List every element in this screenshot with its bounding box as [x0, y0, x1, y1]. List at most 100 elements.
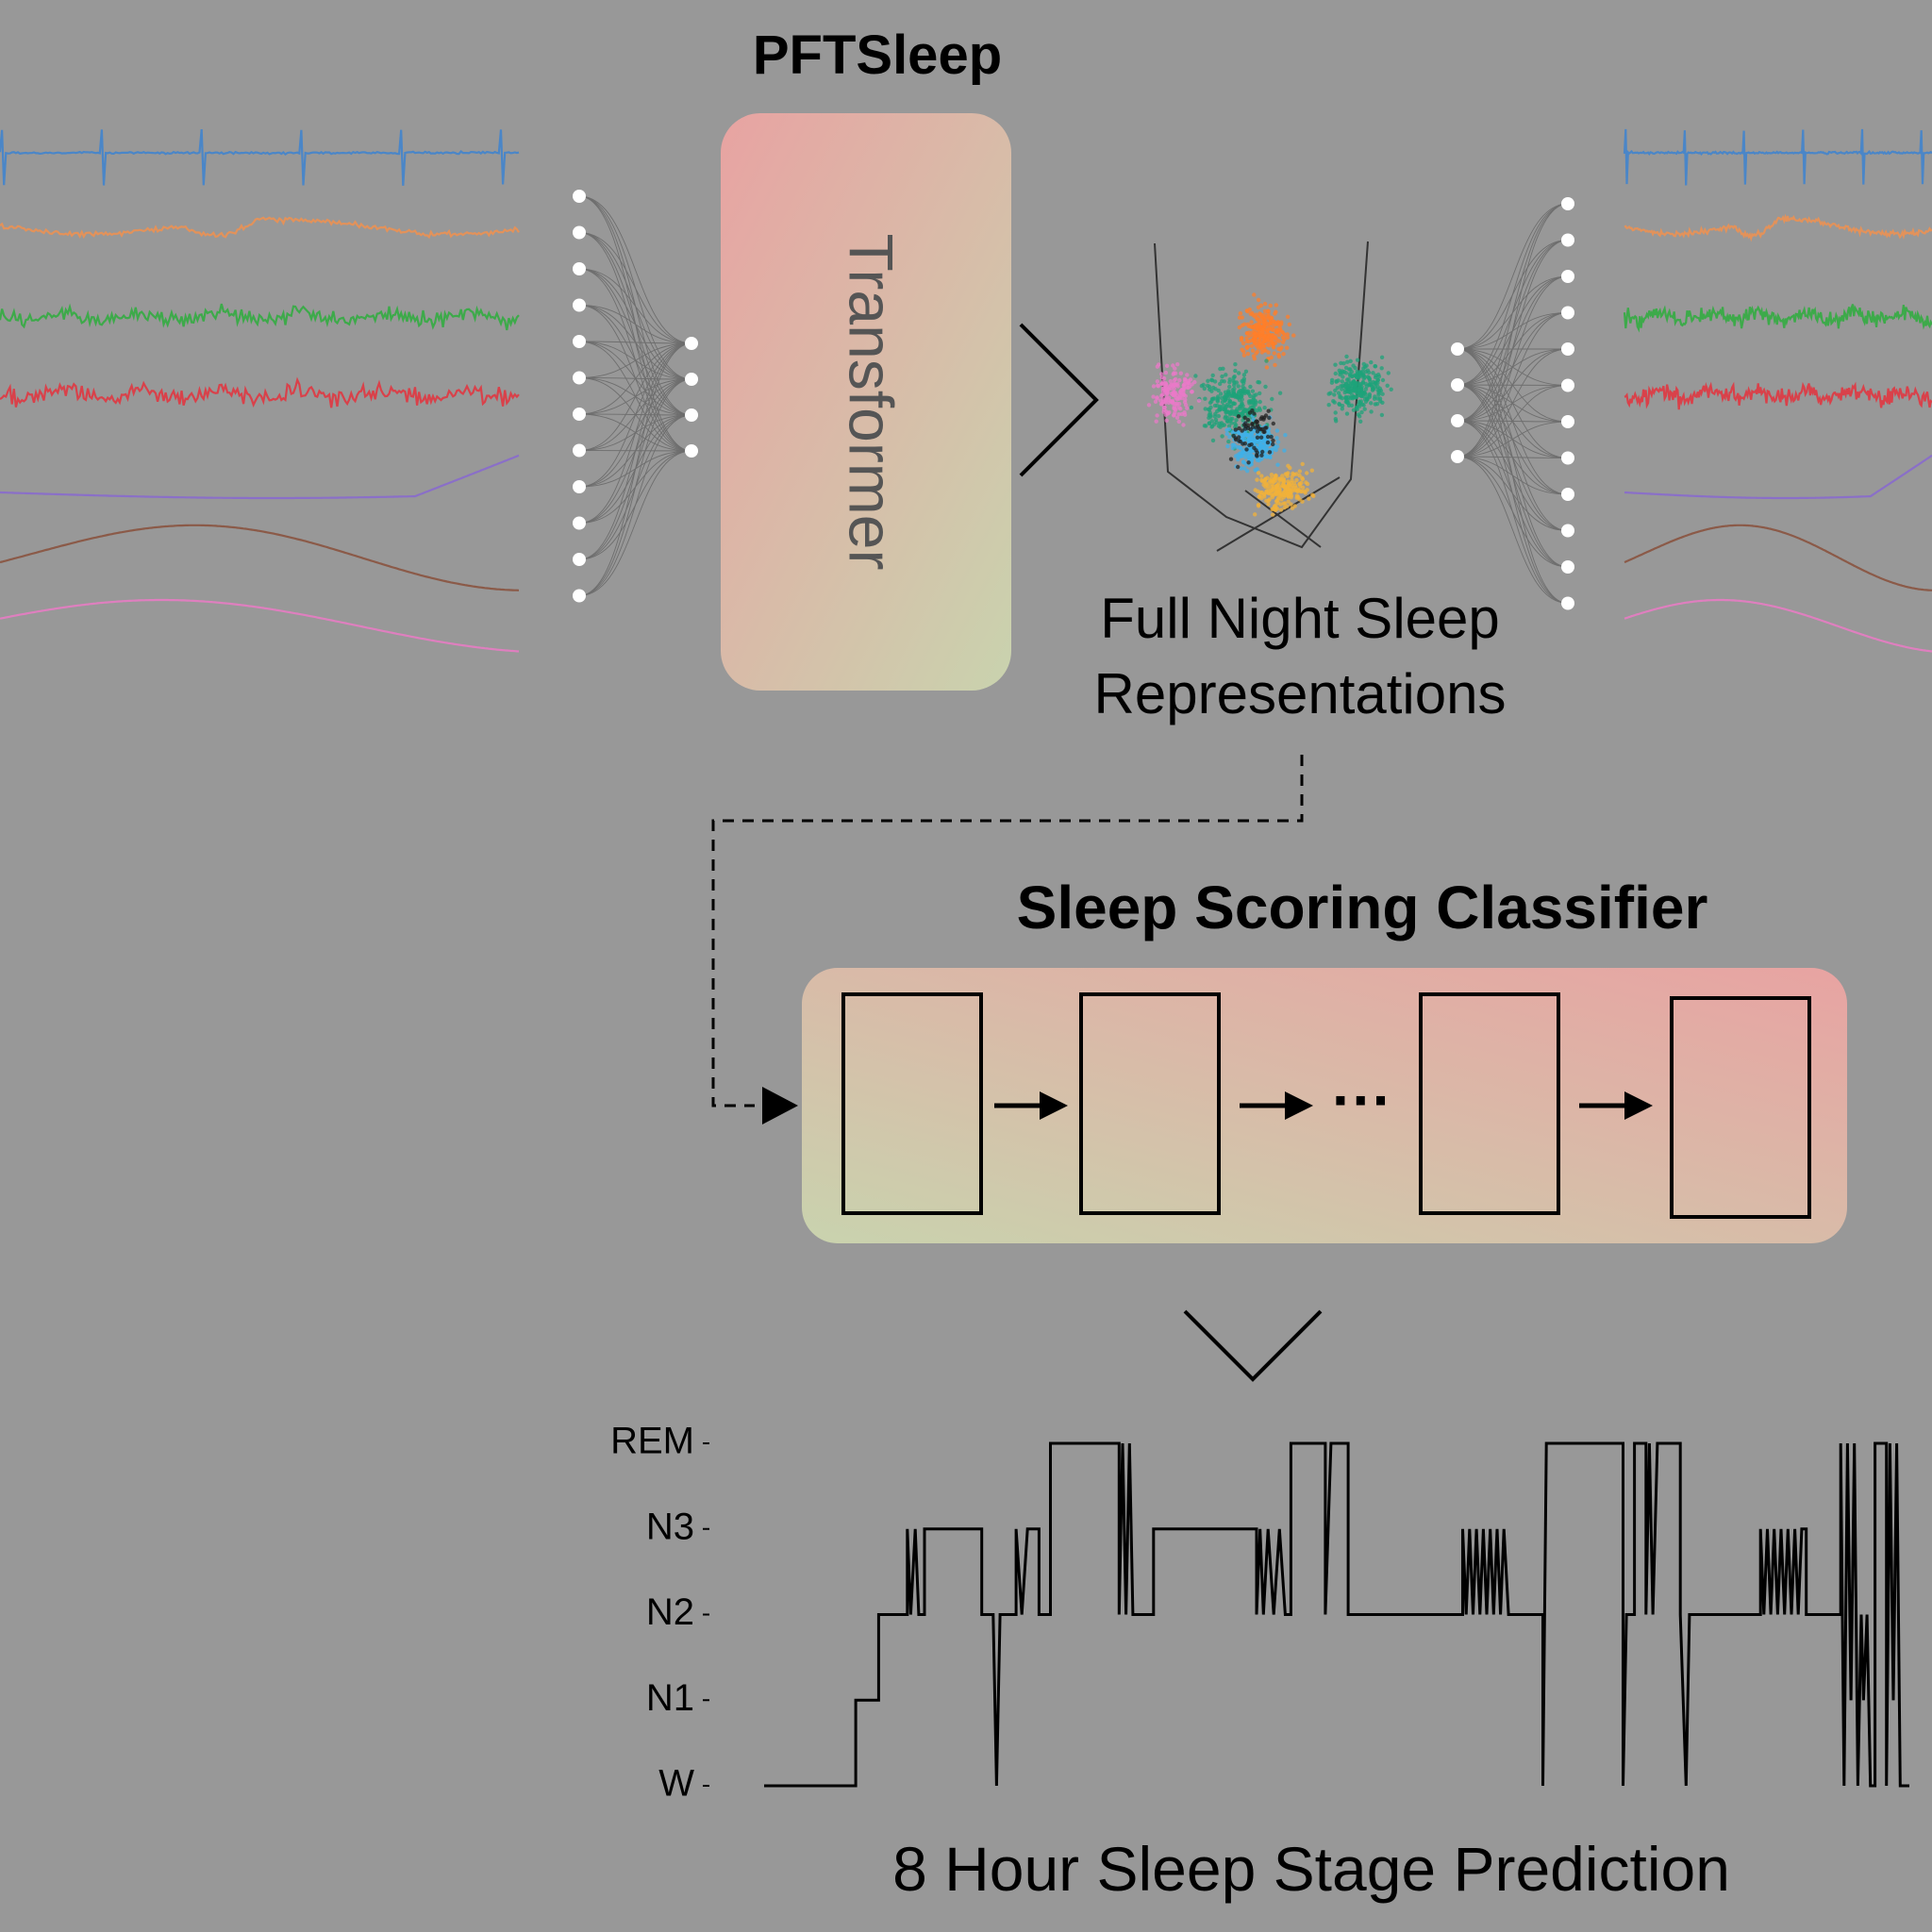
- y-tick-label: N1: [646, 1677, 694, 1719]
- net-edge: [578, 450, 692, 596]
- embedding-point: [1241, 449, 1246, 455]
- embedding-point: [1341, 361, 1346, 366]
- embedding-point: [1177, 390, 1183, 394]
- embedding-point: [1161, 408, 1167, 412]
- embedding-point: [1223, 415, 1227, 421]
- embedding-point: [1223, 390, 1228, 394]
- chevron-down-icon: [1183, 1309, 1323, 1382]
- embedding-point: [1260, 449, 1265, 455]
- embedding-point: [1344, 354, 1349, 359]
- embedding-point: [1265, 428, 1271, 433]
- embedding-point: [1252, 411, 1257, 416]
- embedding-point: [1225, 443, 1230, 449]
- embedding-point: [1274, 506, 1278, 510]
- embedding-point: [1344, 411, 1350, 416]
- embedding-point: [1289, 502, 1293, 507]
- classifier-ellipsis: ···: [1332, 1066, 1392, 1134]
- embedding-point: [1261, 482, 1266, 488]
- embedding-point: [1274, 321, 1279, 325]
- embedding-point: [1183, 403, 1189, 408]
- embedding-point: [1335, 386, 1341, 391]
- embedding-point: [1266, 487, 1271, 491]
- decoder-network-icon: [1451, 197, 1574, 610]
- embedding-point: [1300, 485, 1306, 490]
- embedding-point: [1370, 388, 1375, 392]
- embedding-point: [1266, 502, 1271, 507]
- embedding-point: [1227, 399, 1233, 404]
- embedding-point: [1281, 484, 1287, 489]
- embedding-point: [1172, 413, 1176, 418]
- transformer-label: Transformer: [837, 234, 907, 571]
- classifier-title: Sleep Scoring Classifier: [1017, 874, 1708, 941]
- net-node: [573, 190, 586, 203]
- dashed-connector: [711, 755, 1304, 1108]
- net-node: [573, 443, 586, 458]
- embedding-point: [1272, 351, 1277, 356]
- embedding-point: [1274, 428, 1280, 433]
- embedding-point: [1380, 377, 1386, 383]
- embedding-point: [1232, 380, 1237, 385]
- embedding-point: [1345, 397, 1350, 403]
- embedding-point: [1227, 435, 1232, 440]
- embedding-point: [1255, 477, 1259, 482]
- embedding-point: [1380, 400, 1385, 405]
- embedding-point: [1252, 324, 1257, 328]
- embedding-point: [1302, 489, 1307, 494]
- embedding-point: [1367, 376, 1373, 382]
- embedding-point: [1281, 495, 1287, 500]
- embedding-point: [1236, 384, 1241, 389]
- embedding-point: [1275, 462, 1280, 467]
- embedding-point: [1285, 314, 1291, 319]
- embedding-point: [1363, 399, 1369, 404]
- embedding-point: [1245, 389, 1251, 393]
- net-edge: [1457, 312, 1569, 350]
- embedding-point: [1253, 512, 1257, 517]
- embedding-point: [1253, 314, 1257, 319]
- net-node: [573, 480, 586, 493]
- embedding-point: [1209, 399, 1214, 404]
- net-edge: [1457, 275, 1569, 350]
- embedding-point: [1174, 397, 1180, 402]
- embedding-point: [1213, 417, 1219, 423]
- embedding-point: [1283, 433, 1288, 438]
- embedding-point: [1235, 407, 1240, 411]
- embedding-point: [1245, 322, 1251, 326]
- embedding-point: [1346, 403, 1352, 408]
- net-node: [1561, 378, 1574, 392]
- net-node: [573, 262, 586, 275]
- embedding-point: [1269, 473, 1274, 477]
- embedding-point: [1240, 323, 1245, 328]
- net-edge: [1457, 348, 1569, 386]
- embedding-point: [1271, 438, 1275, 443]
- net-edge: [578, 342, 692, 524]
- embedding-point: [1256, 489, 1260, 493]
- net-node: [573, 516, 586, 530]
- embedding-point: [1291, 487, 1296, 491]
- output-signal-trace: [1624, 381, 1932, 410]
- embedding-point: [1258, 316, 1264, 322]
- embedding-point: [1379, 412, 1385, 418]
- embedding-point: [1257, 391, 1262, 396]
- embedding-point: [1334, 419, 1339, 424]
- embedding-point: [1181, 382, 1187, 388]
- net-edge: [578, 305, 692, 344]
- embedding-point: [1309, 468, 1315, 473]
- embedding-point: [1286, 463, 1291, 468]
- embedding-point: [1242, 391, 1247, 395]
- net-node: [573, 589, 586, 603]
- embedding-point: [1277, 391, 1283, 395]
- embedding-point: [1218, 381, 1223, 387]
- embedding-point: [1238, 311, 1243, 316]
- embedding-point: [1340, 407, 1345, 411]
- net-node: [1451, 378, 1464, 391]
- embedding-point: [1168, 378, 1174, 384]
- embedding-point: [1176, 406, 1182, 410]
- embedding-point: [1345, 359, 1350, 364]
- embedding-point: [1201, 382, 1206, 388]
- embedding-point: [1241, 408, 1246, 414]
- embedding-point: [1209, 425, 1214, 429]
- embedding-point: [1385, 383, 1390, 388]
- embedding-point: [1172, 371, 1176, 375]
- embedding-point: [1278, 508, 1284, 512]
